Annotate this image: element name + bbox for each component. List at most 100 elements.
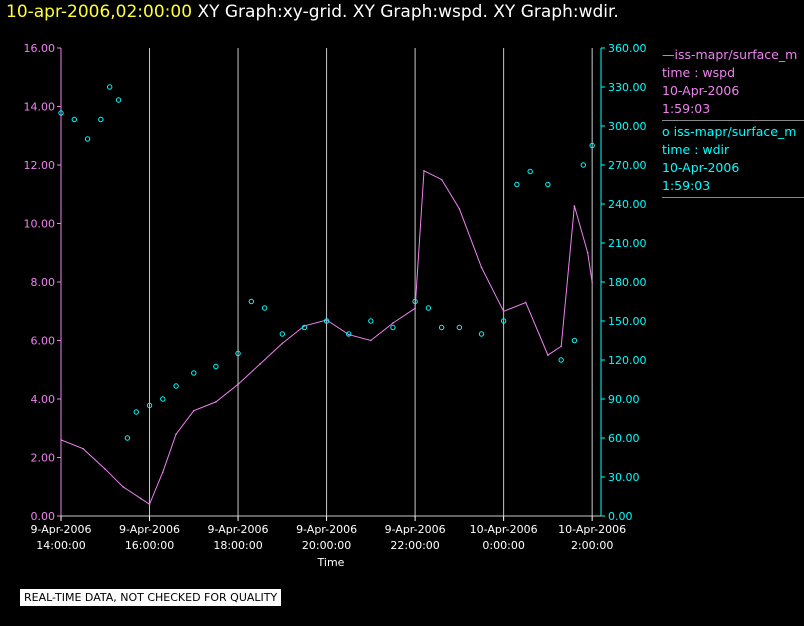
wdir-point — [545, 181, 551, 188]
wspd-point — [104, 468, 107, 471]
wspd-point — [591, 281, 593, 283]
header-graphs: XY Graph:xy-grid. XY Graph:wspd. XY Grap… — [197, 2, 619, 22]
wdir-point — [191, 370, 197, 376]
wspd-point — [237, 383, 239, 386]
wdir-point — [279, 331, 286, 337]
wspd-point — [480, 266, 483, 269]
wdir-point — [146, 402, 153, 409]
right-tick-label: 330.00 — [608, 81, 647, 94]
wdir-point — [571, 337, 578, 344]
right-tick-label: 300.00 — [608, 120, 647, 133]
wdir-point — [71, 116, 77, 123]
x-tick-time: 20:00:00 — [302, 539, 351, 552]
wdir-point — [527, 168, 533, 175]
right-tick-label: 0.00 — [608, 510, 633, 523]
wdir-point — [213, 363, 219, 370]
wspd-point — [215, 401, 217, 403]
x-tick-date: 9-Apr-2006 — [385, 523, 446, 536]
left-tick-label: 6.00 — [31, 335, 56, 348]
right-tick-label: 90.00 — [608, 393, 640, 406]
wdir-point — [115, 97, 122, 103]
wdir-point — [478, 331, 485, 337]
wspd-point — [281, 342, 284, 345]
wspd-point — [586, 251, 589, 254]
right-tick-label: 120.00 — [608, 354, 647, 367]
wspd-point — [148, 503, 151, 506]
x-tick-date: 9-Apr-2006 — [296, 523, 357, 536]
x-tick-date: 9-Apr-2006 — [30, 523, 91, 536]
wdir-point — [106, 84, 113, 90]
legend-clock: 1:59:03 — [662, 178, 711, 193]
legend-var: time : wdir — [662, 142, 730, 157]
wdir-point — [346, 331, 352, 337]
legend-entry-wdir[interactable]: o iss-mapr/surface_m time : wdir 10-Apr-… — [662, 123, 804, 198]
wdir-point — [248, 298, 255, 305]
wdir-point — [514, 181, 520, 188]
wdir-point — [98, 116, 104, 123]
wspd-point — [347, 333, 350, 336]
right-tick-label: 180.00 — [608, 276, 647, 289]
wdir-point — [368, 318, 374, 324]
x-tick-time: 14:00:00 — [36, 539, 85, 552]
wdir-point — [438, 324, 445, 331]
wspd-point — [423, 170, 425, 172]
wspd-point — [573, 205, 576, 207]
wdir-point — [425, 305, 432, 311]
wdir-point — [235, 350, 241, 357]
wspd-point — [440, 178, 443, 181]
wdir-point — [58, 110, 64, 116]
right-tick-label: 30.00 — [608, 471, 640, 484]
wdir-point — [84, 136, 91, 142]
legend-date: 10-Apr-2006 — [662, 160, 740, 175]
right-tick-label: 270.00 — [608, 159, 647, 172]
wdir-point — [558, 357, 564, 363]
x-axis-label: Time — [317, 556, 345, 569]
right-tick-label: 150.00 — [608, 315, 647, 328]
x-tick-date: 9-Apr-2006 — [208, 523, 269, 536]
left-tick-label: 0.00 — [31, 510, 56, 523]
right-tick-label: 210.00 — [608, 237, 647, 250]
wdir-point — [323, 318, 330, 324]
wdir-point — [301, 324, 308, 331]
wdir-point — [173, 383, 179, 389]
wspd-point — [370, 339, 372, 342]
x-tick-date: 9-Apr-2006 — [119, 523, 180, 536]
legend: —iss-mapr/surface_m time : wspd 10-Apr-2… — [662, 46, 804, 200]
left-tick-label: 4.00 — [31, 393, 56, 406]
x-tick-time: 22:00:00 — [390, 539, 439, 552]
legend-clock: 1:59:03 — [662, 101, 711, 116]
wdir-point — [412, 298, 418, 305]
x-tick-time: 18:00:00 — [213, 539, 262, 552]
wdir-point — [261, 305, 268, 311]
wdir-point — [133, 409, 139, 415]
left-tick-label: 14.00 — [24, 101, 56, 114]
wspd-point — [82, 447, 84, 450]
left-tick-label: 2.00 — [31, 452, 56, 465]
wdir-point — [500, 318, 507, 324]
x-tick-time: 2:00:00 — [571, 539, 613, 552]
wdir-point — [390, 324, 396, 331]
quality-notice: REAL-TIME DATA, NOT CHECKED FOR QUALITY — [20, 589, 282, 606]
wspd-point — [458, 208, 461, 210]
wdir-point — [589, 142, 595, 149]
wdir-point — [124, 435, 131, 441]
left-tick-label: 8.00 — [31, 276, 56, 289]
wspd-point — [259, 363, 261, 365]
right-tick-label: 60.00 — [608, 432, 640, 445]
legend-entry-wspd[interactable]: —iss-mapr/surface_m time : wspd 10-Apr-2… — [662, 46, 804, 121]
left-tick-label: 12.00 — [24, 159, 56, 172]
left-tick-label: 16.00 — [24, 42, 56, 55]
wspd-point — [139, 497, 142, 500]
right-tick-label: 240.00 — [608, 198, 647, 211]
wspd-point — [175, 433, 177, 435]
legend-label: —iss-mapr/surface_m — [662, 47, 798, 62]
wdir-point — [456, 324, 463, 331]
wdir-point — [160, 396, 166, 402]
series-wspd-line — [60, 170, 593, 506]
wspd-point — [192, 409, 195, 412]
wspd-point — [560, 345, 562, 348]
wspd-point — [414, 307, 416, 310]
x-tick-time: 16:00:00 — [125, 539, 174, 552]
x-tick-date: 10-Apr-2006 — [558, 523, 626, 536]
